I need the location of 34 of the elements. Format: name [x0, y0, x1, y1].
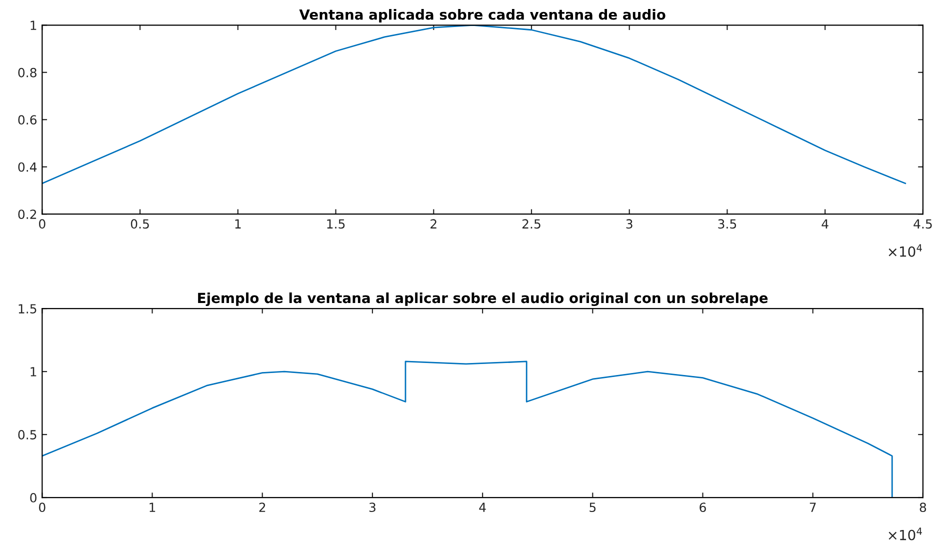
x-tick-label: 6	[700, 502, 706, 512]
y-tick-label: 1	[30, 367, 36, 376]
x-tick-label: 5	[590, 502, 596, 512]
x-tick-label: 4	[479, 502, 486, 512]
line-series	[42, 360, 893, 498]
chart-title: Ejemplo de la ventana al aplicar sobre el audio original con un sobrelape	[198, 292, 768, 306]
line-series	[42, 25, 906, 184]
x-tick-label: 3	[369, 502, 376, 512]
x-tick-label: 4	[822, 219, 828, 228]
y-tick-label: 0.6	[18, 115, 37, 125]
x-tick-label: 2	[430, 219, 436, 228]
x-tick-label: 2	[259, 502, 266, 512]
chart-title: Ventana aplicada sobre cada ventana de audio	[299, 9, 666, 22]
y-tick-label: 0.5	[18, 430, 36, 440]
y-tick-label: 0	[30, 492, 36, 502]
x-tick-label: 0.5	[130, 219, 149, 229]
x-tick-label: 1	[235, 219, 241, 228]
x-tick-label: 0	[39, 502, 46, 512]
x-tick-label: 1	[150, 502, 156, 512]
x-tick-label: 3.5	[718, 219, 736, 229]
x-tick-label: 3	[626, 219, 632, 229]
x-tick-label: 7	[810, 502, 816, 512]
text: ×10$^{4}$	[888, 528, 922, 540]
y-tick-label: 1	[30, 20, 36, 30]
y-tick-label: 1.5	[18, 304, 36, 314]
y-tick-label: 0.4	[18, 162, 37, 172]
y-tick-label: 0.8	[18, 68, 36, 78]
x-tick-label: 1.5	[327, 219, 345, 229]
x-tick-label: 4.5	[914, 219, 932, 229]
x-tick-label: 0	[39, 219, 46, 229]
x-tick-label: 2.5	[522, 219, 540, 229]
x-tick-label: 8	[920, 502, 926, 512]
y-tick-label: 0.2	[18, 210, 36, 220]
text: ×10$^{4}$	[888, 244, 922, 257]
